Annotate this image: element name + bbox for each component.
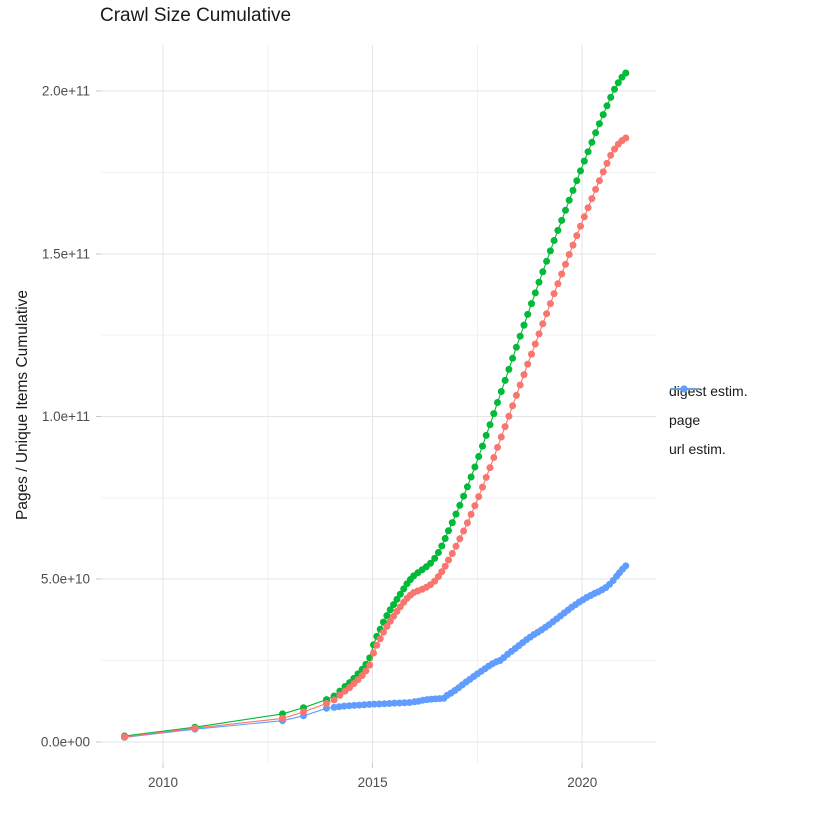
legend-key-icon [670,385,698,393]
svg-text:2020: 2020 [567,775,597,790]
svg-text:2.0e+11: 2.0e+11 [42,84,90,99]
gridlines-minor [101,45,656,763]
gridlines-major [101,45,656,763]
svg-text:5.0e+10: 5.0e+10 [41,572,90,587]
svg-text:1.5e+11: 1.5e+11 [42,246,90,261]
legend-label: digest estim. [669,382,748,399]
svg-text:2015: 2015 [358,775,388,790]
legend-label: url estim. [669,440,726,457]
series-digest-estim [121,134,630,741]
legend-item-url-estim: url estim. [669,385,748,460]
legend-item-page: page [669,385,748,431]
svg-text:2010: 2010 [148,775,178,790]
axis-ticks [96,90,583,768]
x-axis-tick-labels: 2010 2015 2020 [148,775,597,790]
legend: digest estim. page url estim. [669,379,748,460]
series-page [121,69,630,740]
legend-label: page [669,411,701,428]
svg-text:0.0e+00: 0.0e+00 [41,734,90,749]
svg-text:1.0e+11: 1.0e+11 [42,409,90,424]
chart-title: Crawl Size Cumulative [100,5,292,26]
y-axis-tick-labels: 0.0e+00 5.0e+10 1.0e+11 1.5e+11 2.0e+11 [41,84,90,750]
